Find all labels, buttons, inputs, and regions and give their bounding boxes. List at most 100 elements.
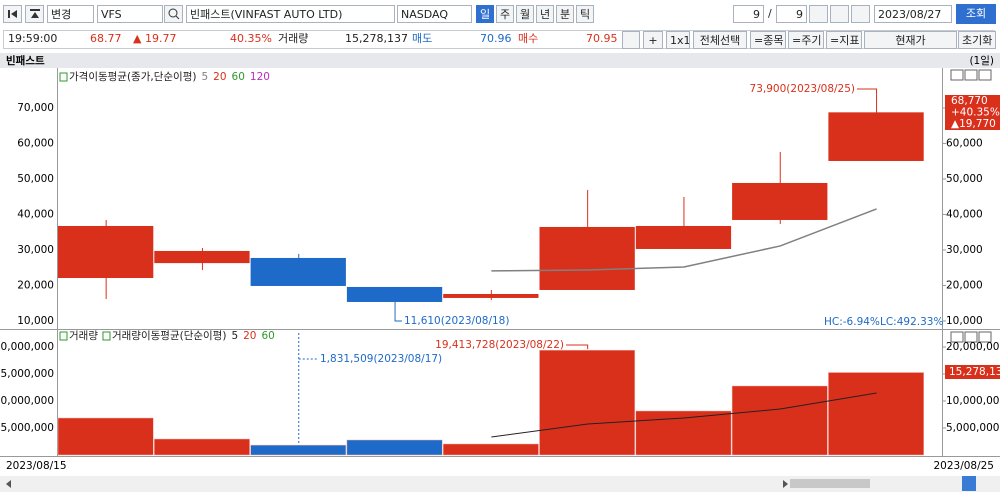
count-separator: /	[768, 7, 772, 20]
checkbox[interactable]	[622, 31, 640, 49]
candle-body	[539, 226, 635, 290]
volume: 15,278,137	[345, 32, 408, 45]
legend-entry: 거래량	[69, 330, 98, 342]
candle-body	[732, 182, 828, 220]
select-all-button[interactable]: 전체선택	[693, 31, 747, 49]
y-tick-label-right: 50,000	[946, 173, 983, 185]
volume-bar	[250, 444, 347, 456]
legend-entry: 20	[243, 330, 256, 342]
moving-average	[491, 208, 877, 272]
chart-period: (1일)	[969, 54, 994, 67]
legend-entry: 가격이동평균(종가,단순이평)	[69, 70, 196, 83]
x-tick-label: 2023/08/15	[6, 460, 67, 472]
volume-bar	[635, 410, 732, 456]
last-volume-box	[945, 365, 1000, 379]
y-tick-label-right: 30,000	[946, 244, 983, 256]
symbol-name: 빈패스트(VINFAST AUTO LTD)	[186, 5, 395, 23]
candle-body	[828, 112, 924, 161]
legend-icon	[102, 331, 111, 341]
scroll-thumb[interactable]	[790, 479, 870, 488]
x-tick-label: 2023/08/25	[933, 460, 994, 472]
annotation-connector	[394, 315, 402, 322]
candle-body	[250, 257, 346, 286]
annotation: 1,831,509(2023/08/17)	[320, 353, 442, 365]
stat-label: LC:492.33%	[880, 316, 943, 328]
period-button[interactable]: 월	[516, 5, 534, 23]
y-tick-label: 20,000	[17, 279, 54, 291]
settings-button[interactable]	[851, 5, 870, 23]
period-button[interactable]: 틱	[576, 5, 594, 23]
legend-entry: 60	[262, 330, 275, 342]
ask: 70.96	[480, 32, 512, 45]
price-type-select[interactable]: 현재가	[864, 31, 957, 49]
y-tick-label-right: 10,000,000	[946, 395, 1000, 407]
candle-body	[443, 293, 539, 298]
annotation: 73,900(2023/08/25)	[750, 83, 855, 95]
y-tick-label: 50,000	[17, 173, 54, 185]
y-tick-label: 30,000	[17, 244, 54, 256]
market-select[interactable]: 변경	[47, 5, 94, 23]
query-button[interactable]: 조회	[956, 4, 996, 24]
candle-body	[346, 286, 443, 302]
legend-entry: 120	[250, 71, 270, 83]
period-button[interactable]: 분	[556, 5, 574, 23]
rate: 40.35%	[230, 32, 272, 45]
y-tick-label-right: 20,000	[946, 279, 983, 291]
last-volume-label: 15,278,137	[949, 366, 1000, 378]
bid: 70.95	[586, 32, 618, 45]
volume-bar	[539, 349, 636, 456]
volume-bar	[731, 385, 828, 456]
zoom-button[interactable]	[962, 476, 976, 491]
scrollbar[interactable]	[0, 476, 1000, 492]
period-button[interactable]: 년	[536, 5, 554, 23]
legend-entry: 5	[231, 330, 238, 342]
volume-bar	[442, 443, 539, 456]
layout-button[interactable]: 1x1	[666, 31, 690, 49]
legend-entry: 60	[232, 71, 245, 83]
annotation-connector	[566, 344, 589, 350]
count-a[interactable]: 9	[733, 5, 764, 23]
reset-button[interactable]: 초기화	[958, 31, 996, 49]
y-tick-label-right: 60,000	[946, 137, 983, 149]
pen-button[interactable]	[830, 5, 849, 23]
y-tick-label: 5,000,000	[1, 422, 54, 434]
time: 19:59:00	[8, 32, 58, 45]
up-button[interactable]	[25, 5, 44, 23]
exchange: NASDAQ	[397, 5, 472, 23]
volume-bar	[346, 439, 443, 456]
last-price-box	[945, 95, 1000, 130]
candle-body	[58, 225, 154, 279]
volume-label: 거래량	[278, 32, 309, 45]
indicator-button[interactable]: =지표	[826, 31, 862, 49]
item-button[interactable]: =종목	[750, 31, 786, 49]
count-b[interactable]: 9	[776, 5, 807, 23]
y-tick-label: 60,000	[17, 137, 54, 149]
y-tick-label: 20,000,000	[0, 341, 54, 353]
save-button[interactable]	[809, 5, 828, 23]
candle-body	[635, 225, 732, 249]
y-tick-label-right: 40,000	[946, 208, 983, 220]
cycle-button[interactable]: =주기	[788, 31, 824, 49]
y-tick-label: 10,000	[17, 315, 54, 327]
scroll-left[interactable]	[6, 480, 11, 488]
y-tick-label-right: 10,000	[946, 315, 983, 327]
plus-button[interactable]: +	[643, 31, 663, 49]
volume-bar	[154, 438, 250, 456]
y-tick-label: 10,000,000	[0, 395, 54, 407]
period-button[interactable]: 주	[496, 5, 514, 23]
date-input[interactable]: 2023/08/27	[874, 5, 952, 23]
window-icons	[950, 69, 992, 343]
annotation-connector	[857, 88, 878, 95]
symbol-input[interactable]: VFS	[97, 5, 163, 23]
volume-bar	[828, 372, 924, 456]
chart-header-bar	[0, 53, 1000, 68]
y-tick-label: 70,000	[17, 102, 54, 114]
stat-label: HC:-6.94%	[824, 316, 880, 328]
scroll-right[interactable]	[783, 480, 788, 488]
legend-entry: 5	[201, 71, 208, 83]
first-button[interactable]	[3, 5, 22, 23]
period-button[interactable]: 일	[476, 5, 494, 23]
search-button[interactable]	[164, 5, 183, 23]
